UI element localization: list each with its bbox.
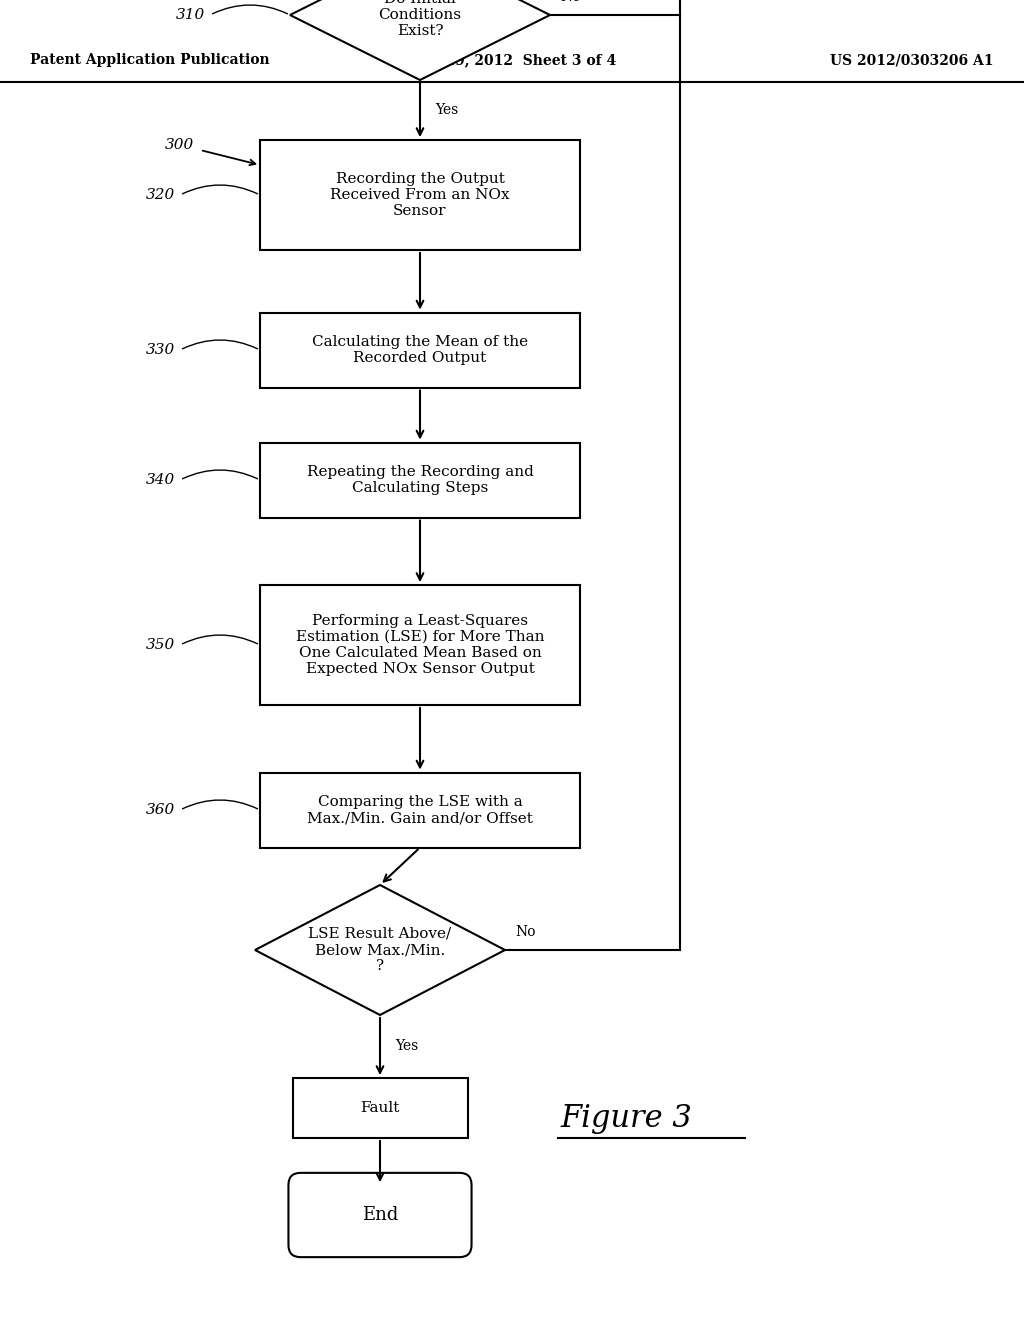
Text: 310: 310 — [176, 8, 205, 22]
Text: Yes: Yes — [395, 1040, 418, 1053]
Text: US 2012/0303206 A1: US 2012/0303206 A1 — [830, 53, 994, 67]
FancyBboxPatch shape — [289, 1173, 471, 1257]
Text: LSE Result Above/
Below Max./Min.
?: LSE Result Above/ Below Max./Min. ? — [308, 927, 452, 973]
Polygon shape — [290, 0, 550, 81]
FancyBboxPatch shape — [260, 140, 580, 249]
FancyBboxPatch shape — [260, 442, 580, 517]
FancyBboxPatch shape — [293, 1078, 468, 1138]
Text: Performing a Least-Squares
Estimation (LSE) for More Than
One Calculated Mean Ba: Performing a Least-Squares Estimation (L… — [296, 614, 544, 676]
Text: 360: 360 — [145, 803, 175, 817]
FancyBboxPatch shape — [260, 585, 580, 705]
Text: End: End — [361, 1206, 398, 1224]
Text: 300: 300 — [165, 139, 195, 152]
Text: Yes: Yes — [435, 103, 459, 117]
Text: 320: 320 — [145, 187, 175, 202]
Text: No: No — [560, 0, 581, 4]
Text: Do Initial
Conditions
Exist?: Do Initial Conditions Exist? — [379, 0, 462, 38]
Text: Fault: Fault — [360, 1101, 399, 1115]
Polygon shape — [255, 884, 505, 1015]
Text: Patent Application Publication: Patent Application Publication — [30, 53, 269, 67]
FancyBboxPatch shape — [260, 313, 580, 388]
Text: Recording the Output
Received From an NOx
Sensor: Recording the Output Received From an NO… — [330, 172, 510, 218]
Text: Nov. 29, 2012  Sheet 3 of 4: Nov. 29, 2012 Sheet 3 of 4 — [408, 53, 616, 67]
Text: Calculating the Mean of the
Recorded Output: Calculating the Mean of the Recorded Out… — [312, 335, 528, 366]
FancyBboxPatch shape — [260, 772, 580, 847]
Text: Repeating the Recording and
Calculating Steps: Repeating the Recording and Calculating … — [306, 465, 534, 495]
Text: 330: 330 — [145, 343, 175, 356]
Text: 340: 340 — [145, 473, 175, 487]
Text: Comparing the LSE with a
Max./Min. Gain and/or Offset: Comparing the LSE with a Max./Min. Gain … — [307, 795, 532, 825]
Text: Figure 3: Figure 3 — [560, 1102, 692, 1134]
Text: 350: 350 — [145, 638, 175, 652]
Text: No: No — [515, 925, 536, 939]
